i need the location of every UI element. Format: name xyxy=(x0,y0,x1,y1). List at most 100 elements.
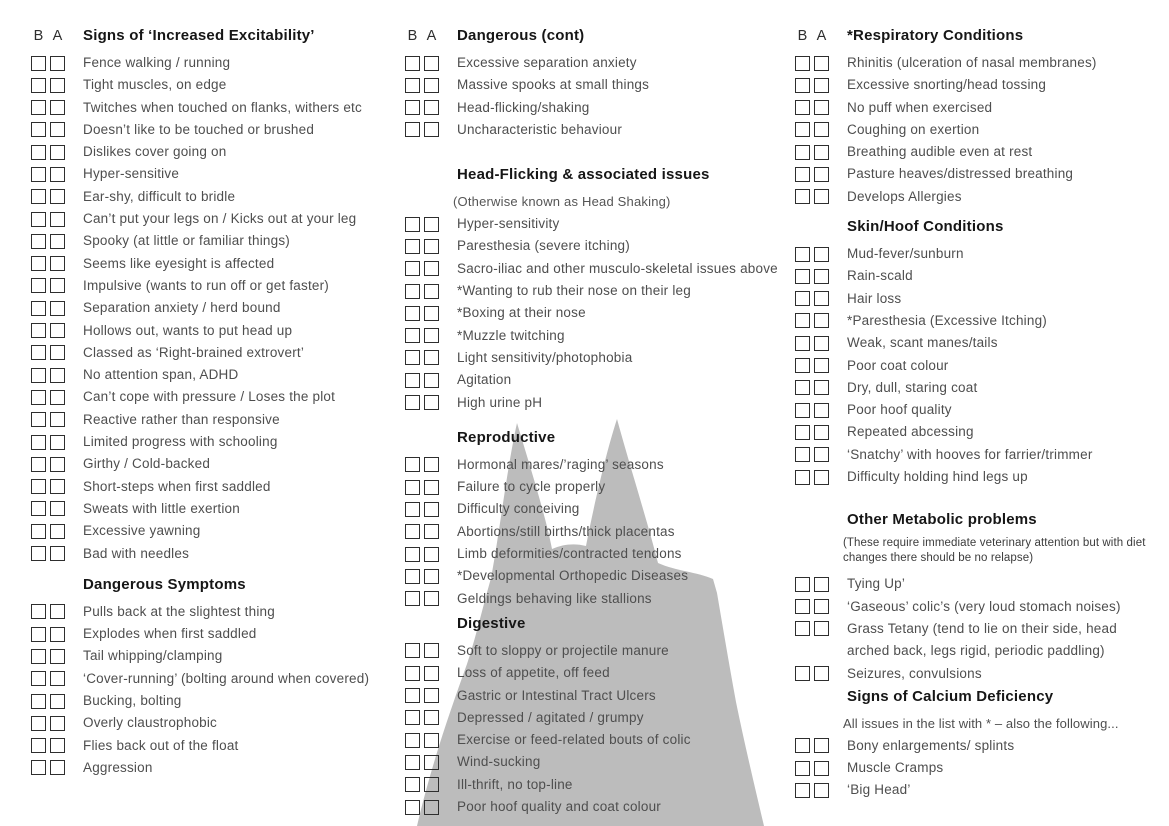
checkbox-b[interactable] xyxy=(31,715,46,731)
checkbox-b[interactable] xyxy=(31,389,46,405)
checkbox-b[interactable] xyxy=(795,666,810,682)
checkbox-b[interactable] xyxy=(405,261,420,277)
checkbox-b[interactable] xyxy=(31,100,46,116)
checkbox-b[interactable] xyxy=(405,216,420,232)
checkbox-a[interactable] xyxy=(814,144,829,160)
checkbox-b[interactable] xyxy=(31,760,46,776)
checkbox-a[interactable] xyxy=(50,648,65,664)
checkbox-a[interactable] xyxy=(50,323,65,339)
checkbox-a[interactable] xyxy=(50,738,65,754)
checkbox-b[interactable] xyxy=(31,648,46,664)
checkbox-a[interactable] xyxy=(814,313,829,329)
checkbox-b[interactable] xyxy=(405,77,420,93)
checkbox-b[interactable] xyxy=(405,643,420,659)
checkbox-a[interactable] xyxy=(424,501,439,517)
checkbox-a[interactable] xyxy=(814,358,829,374)
checkbox-b[interactable] xyxy=(405,799,420,815)
checkbox-a[interactable] xyxy=(424,754,439,770)
checkbox-a[interactable] xyxy=(50,456,65,472)
checkbox-b[interactable] xyxy=(795,313,810,329)
checkbox-a[interactable] xyxy=(424,665,439,681)
checkbox-b[interactable] xyxy=(795,335,810,351)
checkbox-b[interactable] xyxy=(795,268,810,284)
checkbox-a[interactable] xyxy=(50,189,65,205)
checkbox-a[interactable] xyxy=(424,77,439,93)
checkbox-b[interactable] xyxy=(31,233,46,249)
checkbox-a[interactable] xyxy=(50,389,65,405)
checkbox-a[interactable] xyxy=(50,345,65,361)
checkbox-a[interactable] xyxy=(814,55,829,71)
checkbox-a[interactable] xyxy=(814,291,829,307)
checkbox-b[interactable] xyxy=(31,144,46,160)
checkbox-a[interactable] xyxy=(50,434,65,450)
checkbox-a[interactable] xyxy=(50,55,65,71)
checkbox-a[interactable] xyxy=(424,350,439,366)
checkbox-a[interactable] xyxy=(50,367,65,383)
checkbox-a[interactable] xyxy=(50,77,65,93)
checkbox-a[interactable] xyxy=(814,760,829,776)
checkbox-a[interactable] xyxy=(424,395,439,411)
checkbox-a[interactable] xyxy=(424,643,439,659)
checkbox-a[interactable] xyxy=(50,760,65,776)
checkbox-b[interactable] xyxy=(795,782,810,798)
checkbox-b[interactable] xyxy=(31,671,46,687)
checkbox-a[interactable] xyxy=(50,693,65,709)
checkbox-a[interactable] xyxy=(814,100,829,116)
checkbox-b[interactable] xyxy=(405,777,420,793)
checkbox-b[interactable] xyxy=(795,291,810,307)
checkbox-a[interactable] xyxy=(424,55,439,71)
checkbox-a[interactable] xyxy=(814,189,829,205)
checkbox-a[interactable] xyxy=(814,77,829,93)
checkbox-b[interactable] xyxy=(405,305,420,321)
checkbox-b[interactable] xyxy=(31,300,46,316)
checkbox-a[interactable] xyxy=(50,604,65,620)
checkbox-a[interactable] xyxy=(424,546,439,562)
checkbox-b[interactable] xyxy=(405,372,420,388)
checkbox-b[interactable] xyxy=(795,55,810,71)
checkbox-b[interactable] xyxy=(795,122,810,138)
checkbox-b[interactable] xyxy=(405,665,420,681)
checkbox-b[interactable] xyxy=(31,278,46,294)
checkbox-b[interactable] xyxy=(405,395,420,411)
checkbox-b[interactable] xyxy=(405,710,420,726)
checkbox-a[interactable] xyxy=(424,261,439,277)
checkbox-a[interactable] xyxy=(814,402,829,418)
checkbox-b[interactable] xyxy=(795,576,810,592)
checkbox-b[interactable] xyxy=(31,626,46,642)
checkbox-a[interactable] xyxy=(424,688,439,704)
checkbox-a[interactable] xyxy=(50,100,65,116)
checkbox-a[interactable] xyxy=(424,238,439,254)
checkbox-b[interactable] xyxy=(31,55,46,71)
checkbox-a[interactable] xyxy=(50,715,65,731)
checkbox-a[interactable] xyxy=(424,777,439,793)
checkbox-b[interactable] xyxy=(405,479,420,495)
checkbox-a[interactable] xyxy=(50,546,65,562)
checkbox-a[interactable] xyxy=(50,166,65,182)
checkbox-b[interactable] xyxy=(405,688,420,704)
checkbox-a[interactable] xyxy=(424,568,439,584)
checkbox-b[interactable] xyxy=(405,591,420,607)
checkbox-a[interactable] xyxy=(814,246,829,262)
checkbox-b[interactable] xyxy=(31,323,46,339)
checkbox-b[interactable] xyxy=(795,246,810,262)
checkbox-b[interactable] xyxy=(31,122,46,138)
checkbox-a[interactable] xyxy=(424,372,439,388)
checkbox-b[interactable] xyxy=(405,122,420,138)
checkbox-a[interactable] xyxy=(814,469,829,485)
checkbox-a[interactable] xyxy=(50,278,65,294)
checkbox-a[interactable] xyxy=(424,524,439,540)
checkbox-b[interactable] xyxy=(31,77,46,93)
checkbox-b[interactable] xyxy=(405,283,420,299)
checkbox-a[interactable] xyxy=(50,144,65,160)
checkbox-b[interactable] xyxy=(31,501,46,517)
checkbox-b[interactable] xyxy=(405,524,420,540)
checkbox-a[interactable] xyxy=(50,626,65,642)
checkbox-a[interactable] xyxy=(50,256,65,272)
checkbox-a[interactable] xyxy=(424,283,439,299)
checkbox-b[interactable] xyxy=(405,238,420,254)
checkbox-a[interactable] xyxy=(814,166,829,182)
checkbox-b[interactable] xyxy=(405,350,420,366)
checkbox-b[interactable] xyxy=(795,599,810,615)
checkbox-a[interactable] xyxy=(424,305,439,321)
checkbox-a[interactable] xyxy=(814,599,829,615)
